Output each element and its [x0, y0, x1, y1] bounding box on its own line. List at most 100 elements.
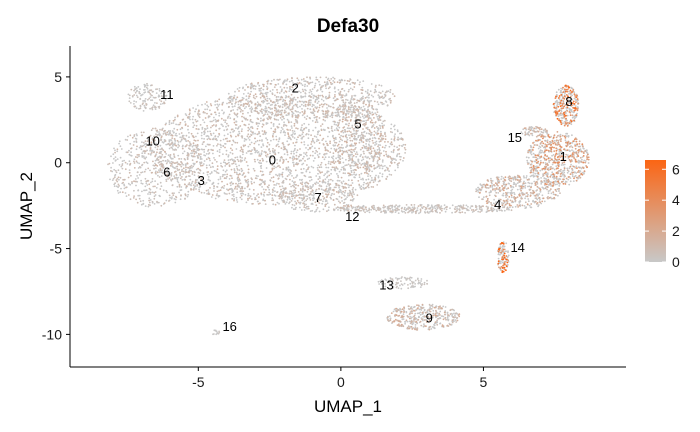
cell-point-1	[545, 173, 548, 176]
cell-point-main-blob	[301, 129, 304, 132]
cell-point-main-top	[265, 91, 267, 94]
cell-point-main-blob	[392, 151, 395, 154]
cell-point-11	[148, 97, 151, 100]
cell-point-7	[312, 185, 314, 187]
cell-point-main-left	[160, 204, 163, 207]
cell-point-main-left	[138, 194, 141, 197]
cell-point-main-top	[378, 84, 381, 86]
cell-point-9	[450, 323, 453, 326]
cell-point-main-left	[147, 167, 150, 170]
cell-point-main-blob	[285, 201, 288, 204]
cell-point-main-top	[277, 110, 279, 113]
cell-point-1	[567, 135, 570, 138]
cell-point-11	[158, 105, 161, 108]
cell-point-main-left	[176, 165, 179, 168]
cell-point-bridge	[391, 207, 393, 209]
cell-point-main-blob	[228, 161, 230, 164]
cell-point-bridge	[436, 207, 439, 210]
cell-point-5	[376, 115, 379, 118]
cell-point-14	[505, 242, 508, 245]
cell-point-main-top	[370, 94, 373, 97]
cell-point-main-left	[139, 166, 141, 168]
cell-point-main-blob	[213, 157, 215, 159]
cell-point-main-blob	[368, 170, 371, 173]
cell-point-7	[280, 191, 283, 193]
cell-point-main-blob	[397, 138, 399, 141]
cell-point-main-blob	[266, 97, 269, 100]
cell-point-main-top	[344, 95, 346, 97]
cell-point-main-top	[302, 90, 305, 93]
cell-point-8	[558, 98, 561, 101]
cell-point-main-left	[187, 193, 190, 196]
cell-point-8	[557, 115, 560, 118]
cell-point-13	[420, 280, 422, 282]
cell-point-8	[570, 123, 573, 126]
cell-point-bridge	[462, 204, 465, 207]
cell-point-main-top	[366, 99, 369, 102]
cell-point-4	[490, 177, 492, 180]
cell-point-7	[322, 208, 325, 211]
cell-point-main-top	[312, 97, 315, 99]
cell-point-7	[314, 201, 317, 204]
cell-point-main-left	[143, 152, 146, 155]
cell-point-main-blob	[229, 184, 232, 187]
cell-point-main-blob	[348, 174, 350, 177]
cell-point-main-blob	[372, 124, 375, 126]
cell-point-main-blob	[362, 183, 365, 186]
cell-point-7	[326, 202, 329, 205]
cell-point-main-blob	[350, 151, 353, 154]
cell-point-11	[143, 104, 146, 107]
cell-point-main-blob	[174, 139, 177, 142]
cell-point-main-blob	[198, 188, 201, 191]
cell-point-main-left	[168, 134, 170, 136]
cell-point-main-blob	[329, 163, 332, 166]
cell-point-main-blob	[393, 125, 395, 128]
cell-point-main-left	[177, 154, 180, 157]
cell-point-main-left	[112, 153, 115, 156]
cell-point-main-blob	[247, 133, 250, 136]
cell-point-main-blob	[296, 101, 299, 103]
cell-point-bridge	[416, 207, 419, 209]
cell-point-main-left	[113, 176, 116, 179]
cell-point-bridge	[456, 205, 458, 208]
cell-point-bridge	[392, 211, 394, 213]
cell-point-main-blob	[238, 164, 241, 167]
cell-point-main-blob	[157, 159, 160, 161]
cell-point-main-top	[347, 90, 350, 93]
cell-point-main-blob	[286, 198, 289, 201]
cell-point-main-blob	[308, 157, 311, 160]
cell-point-4	[525, 176, 528, 179]
cell-point-7	[284, 195, 287, 198]
cell-point-bridge	[471, 211, 474, 213]
cell-point-main-blob	[350, 114, 353, 116]
cell-point-11	[138, 90, 141, 93]
cell-point-main-blob	[195, 188, 197, 190]
cell-point-main-blob	[375, 125, 378, 128]
cell-point-4	[536, 198, 539, 201]
cell-point-main-top	[356, 79, 359, 82]
cell-point-main-top	[254, 85, 257, 88]
cell-point-main-blob	[344, 107, 346, 110]
cell-point-main-blob	[177, 143, 180, 146]
cell-point-main-left	[148, 201, 151, 204]
cell-point-4	[528, 204, 531, 207]
cell-point-4	[521, 192, 523, 195]
cell-point-main-blob	[209, 120, 212, 123]
cell-point-13	[414, 279, 417, 282]
cell-point-7	[343, 191, 346, 194]
cell-point-main-blob	[197, 113, 199, 116]
cell-point-main-left	[145, 182, 148, 185]
cell-point-main-blob	[196, 132, 199, 135]
cell-point-main-blob	[308, 130, 310, 133]
cell-point-main-blob	[344, 101, 347, 104]
cell-point-1	[529, 152, 532, 154]
cell-point-main-blob	[210, 126, 212, 129]
cell-point-main-left	[154, 143, 157, 146]
cell-point-bridge	[396, 207, 399, 210]
cell-point-main-blob	[231, 159, 234, 162]
cell-point-11	[143, 91, 146, 94]
cell-point-bridge	[485, 205, 488, 208]
cell-point-1	[557, 148, 559, 151]
cell-point-main-left	[165, 153, 168, 155]
cell-point-4	[508, 179, 511, 182]
